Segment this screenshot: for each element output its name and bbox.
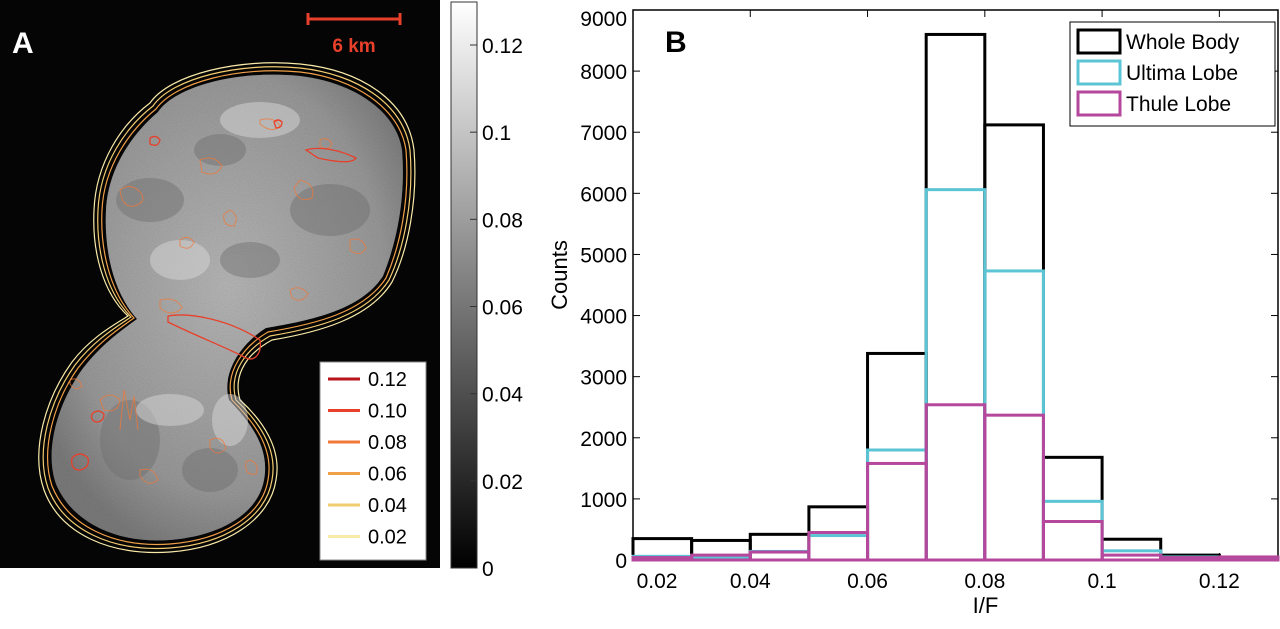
x-tick-label-0: 0.02 — [637, 570, 678, 593]
colorbar-tick-label-1: 0.1 — [482, 122, 511, 145]
bar-thule-lobe-9 — [1159, 556, 1221, 562]
panel-a-svg: A 6 km 0.12 0.10 0.08 0.06 0.04 0.02 — [12, 13, 427, 561]
x-tick-label-4: 0.1 — [1087, 570, 1116, 593]
colorbar-svg: 0.12 0.1 0.08 0.06 0.04 0.02 0 — [450, 1, 523, 581]
panel-b-label: B — [665, 26, 687, 59]
colorbar-tick-label-3: 0.06 — [482, 297, 523, 320]
bright-contours — [71, 119, 357, 471]
scale-bar-label: 6 km — [332, 36, 375, 57]
x-axis-ticks: 0.02 0.04 0.06 0.08 0.1 0.12 — [632, 10, 1240, 593]
y-tick-label-9: 9000 — [580, 8, 627, 31]
x-axis-label: I/F — [973, 593, 999, 618]
outer-contour-006 — [47, 70, 408, 546]
bar-thule-lobe-10 — [1217, 555, 1280, 562]
y-tick-label-7: 7000 — [580, 122, 627, 145]
contour-legend-label-1: 0.10 — [368, 401, 407, 423]
y-tick-label-3: 3000 — [580, 367, 627, 390]
colorbar: 0.12 0.1 0.08 0.06 0.04 0.02 0 — [450, 0, 540, 624]
histogram-bars — [631, 32, 1280, 562]
y-tick-label-6: 6000 — [580, 183, 627, 206]
legend-swatch-1 — [1076, 59, 1122, 86]
contour-legend-items: 0.12 0.10 0.08 0.06 0.04 0.02 — [328, 369, 407, 549]
colorbar-gradient — [450, 1, 478, 569]
colorbar-tick-label-0: 0.12 — [482, 35, 523, 58]
y-axis-ticks: 0 1000 2000 3000 4000 5000 6000 7000 8000 9000 — [580, 8, 1278, 573]
contour-legend-label-0: 0.12 — [368, 369, 407, 391]
histogram-svg: 0.02 0.04 0.06 0.08 0.1 0.12 0 1000 2000 3000 400… — [547, 8, 1280, 618]
contour-legend-label-5: 0.02 — [368, 527, 407, 549]
contour-legend-label-4: 0.04 — [368, 495, 407, 517]
colorbar-ticks: 0.12 0.1 0.08 0.06 0.04 0.02 0 — [470, 35, 523, 581]
y-tick-label-1: 1000 — [580, 489, 627, 512]
legend-label-2: Thule Lobe — [1126, 93, 1231, 116]
contour-legend: 0.12 0.10 0.08 0.06 0.04 0.02 — [319, 361, 427, 561]
scale-bar: 6 km — [306, 13, 402, 57]
y-tick-label-2: 2000 — [580, 428, 627, 451]
colorbar-tick-label-6: 0 — [482, 558, 494, 581]
contour-legend-box — [319, 361, 427, 561]
legend-label-1: Ultima Lobe — [1126, 62, 1238, 85]
outer-contour-002 — [38, 62, 416, 554]
x-tick-label-5: 0.12 — [1199, 570, 1240, 593]
y-tick-label-0: 0 — [615, 550, 627, 573]
bar-thule-lobe-7 — [1041, 520, 1104, 562]
contour-legend-label-2: 0.08 — [368, 432, 407, 454]
colorbar-tick-label-4: 0.04 — [482, 384, 523, 407]
chart-legend: Whole Body Ultima Lobe Thule Lobe — [1069, 21, 1276, 127]
legend-label-0: Whole Body — [1126, 31, 1240, 54]
legend-box — [1069, 21, 1276, 127]
x-tick-label-2: 0.06 — [847, 570, 888, 593]
panel-a-label: A — [12, 27, 34, 60]
x-tick-label-1: 0.04 — [730, 570, 771, 593]
panel-b-chart: 0.02 0.04 0.06 0.08 0.1 0.12 0 1000 2000 3000 400… — [540, 0, 1280, 624]
y-tick-label-8: 8000 — [580, 61, 627, 84]
y-tick-label-5: 5000 — [580, 244, 627, 267]
colorbar-tick-label-5: 0.02 — [482, 471, 523, 494]
x-tick-label-3: 0.08 — [964, 570, 1005, 593]
y-tick-label-4: 4000 — [580, 306, 627, 329]
legend-swatch-0 — [1076, 28, 1122, 55]
y-axis-label: Counts — [547, 240, 572, 310]
bar-thule-lobe-0 — [631, 556, 694, 562]
contour-legend-label-3: 0.06 — [368, 464, 407, 486]
legend-swatch-2 — [1076, 90, 1122, 117]
colorbar-tick-label-2: 0.08 — [482, 209, 523, 232]
panel-a-image: A 6 km 0.12 0.10 0.08 0.06 0.04 0.02 — [0, 0, 440, 568]
outer-contour-004 — [42, 66, 412, 550]
bar-thule-lobe-6 — [983, 413, 1045, 562]
series-thule-lobe — [631, 403, 1280, 562]
inner-contours — [69, 118, 367, 484]
